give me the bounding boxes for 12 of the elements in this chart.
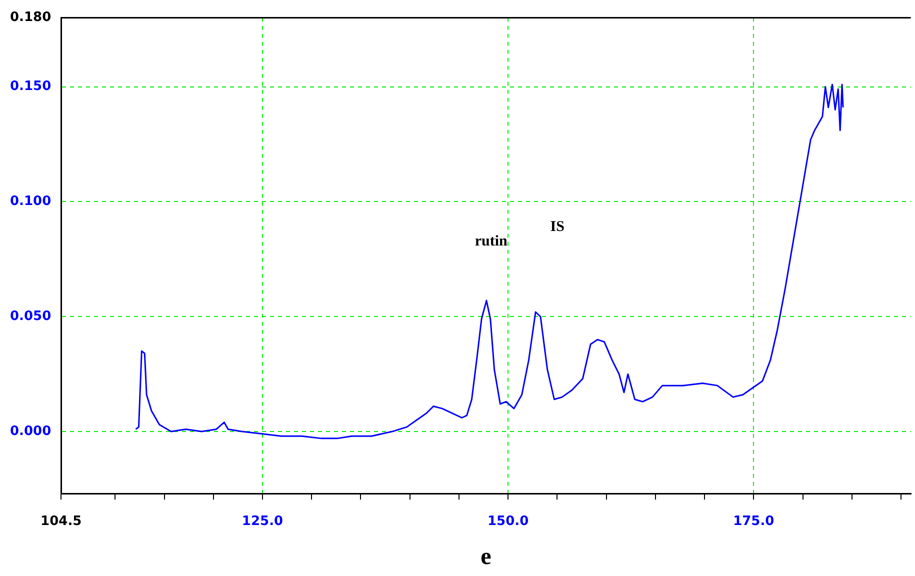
- x-tick-label: 104.5: [40, 514, 82, 529]
- annotation: rutin: [474, 233, 508, 250]
- x-tick-label: 125.0: [242, 514, 284, 529]
- y-tick-label: 0.100: [10, 194, 52, 210]
- x-axis-title: e: [480, 544, 492, 570]
- x-tick-label: 175.0: [733, 514, 774, 529]
- y-tick-label: 0.180: [10, 10, 52, 26]
- annotation: IS: [550, 219, 564, 236]
- y-tick-label: 0.000: [10, 424, 52, 439]
- y-tick-label: 0.050: [10, 308, 52, 324]
- x-tick-label: 150.0: [488, 514, 529, 529]
- y-tick-label: 0.150: [10, 79, 52, 94]
